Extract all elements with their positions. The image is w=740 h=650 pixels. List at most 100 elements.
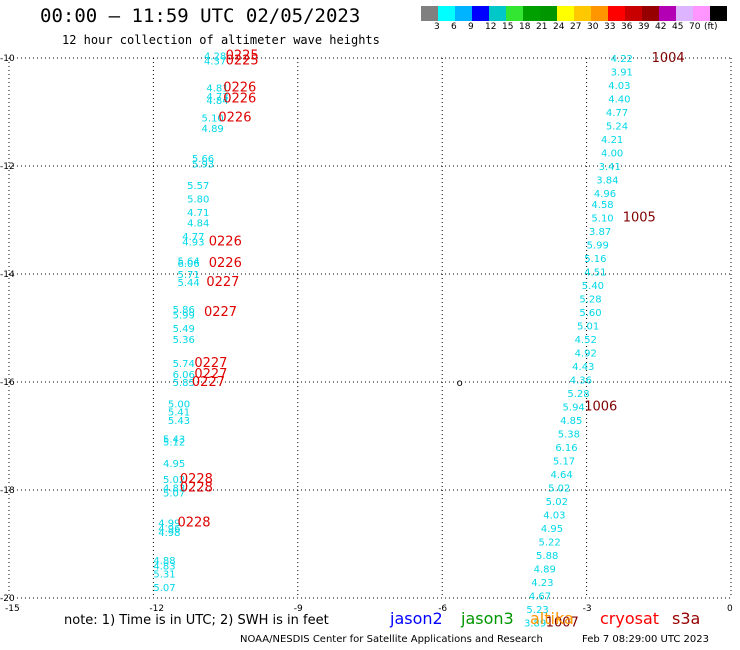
swh-value: 5.07	[153, 583, 175, 594]
satellite-jason3: jason3	[461, 609, 514, 628]
swh-value: 5.02	[163, 475, 185, 486]
swh-value: 4.03	[543, 510, 565, 521]
swh-value: 6.06	[177, 259, 199, 270]
legend-note: note: 1) Time is in UTC; 2) SWH is in fe…	[64, 613, 329, 628]
swh-value: 4.95	[163, 459, 185, 470]
footer-timestamp: Feb 7 08:29:00 UTC 2023	[582, 634, 709, 645]
swh-value: 5.24	[606, 122, 628, 133]
swh-value: 5.02	[546, 497, 568, 508]
swh-value: 5.49	[173, 324, 195, 335]
scale-swatch	[506, 6, 523, 21]
swh-value: 5.88	[536, 551, 558, 562]
swh-value: 5.80	[187, 194, 209, 205]
swh-value: 4.52	[575, 335, 597, 346]
swh-value: 5.00	[168, 400, 190, 411]
scale-swatch	[557, 6, 574, 21]
swh-value: 4.40	[608, 95, 630, 106]
lon-tick-label: -15	[5, 604, 20, 614]
scale-swatch	[608, 6, 625, 21]
swh-value: 4.71	[187, 208, 209, 219]
lat-tick-label: -20	[0, 594, 15, 604]
swh-value: 3.87	[589, 227, 611, 238]
swh-value: 5.16	[584, 254, 606, 265]
scale-label: 39	[638, 22, 650, 32]
time-label: 0227	[194, 356, 227, 371]
time-label: 0226	[209, 235, 242, 250]
swh-value: 5.44	[177, 278, 199, 289]
scale-swatch	[574, 6, 591, 21]
scale-swatch	[676, 6, 693, 21]
scale-swatch	[472, 6, 489, 21]
swh-value: 4.88	[153, 556, 175, 567]
lon-tick-label: -6	[438, 604, 447, 614]
swh-value: 5.07	[163, 489, 185, 500]
time-label: 0226	[223, 92, 256, 107]
scale-swatch	[489, 6, 506, 21]
swh-value: 4.77	[182, 232, 204, 243]
swh-value: 4.85	[560, 416, 582, 427]
scale-label: 6	[451, 22, 457, 32]
swh-value: 5.64	[177, 257, 199, 268]
swh-value: 4.98	[158, 528, 180, 539]
swh-value: 5.12	[163, 437, 185, 448]
swh-value: 4.51	[584, 267, 606, 278]
lat-tick-label: -12	[0, 162, 15, 172]
time-label: 1005	[623, 210, 656, 225]
swh-value: 5.66	[192, 154, 214, 165]
swh-value: 4.36	[570, 375, 592, 386]
swh-value: 4.03	[608, 81, 630, 92]
swh-value: 5.99	[587, 240, 609, 251]
scale-label: 21	[536, 22, 548, 32]
swh-value: 4.96	[594, 189, 616, 200]
swh-value: 4.67	[529, 591, 551, 602]
time-label: 0226	[209, 256, 242, 271]
swh-value: 5.22	[538, 537, 560, 548]
swh-value: 4.96	[158, 524, 180, 535]
track-west-time-labels: 0225022502260226022602260226022702270227…	[177, 48, 258, 530]
swh-value: 5.60	[579, 308, 601, 319]
swh-value: 5.86	[173, 305, 195, 316]
time-label: 0228	[177, 515, 210, 530]
time-label: 0227	[194, 367, 227, 382]
lat-tick-label: -18	[0, 486, 15, 496]
time-label: 0227	[206, 275, 239, 290]
swh-value: 6.06	[173, 370, 195, 381]
swh-value: 3.41	[599, 162, 621, 173]
swh-value: 4.37	[204, 57, 226, 68]
swh-value: 5.31	[153, 570, 175, 581]
time-label: 0228	[180, 472, 213, 487]
scale-label: 33	[604, 22, 616, 32]
scale-swatch	[523, 6, 540, 21]
swh-value: 5.43	[163, 435, 185, 446]
swh-value: 5.28	[579, 294, 601, 305]
lon-tick-label: -12	[149, 604, 164, 614]
swh-value: 5.10	[591, 213, 613, 224]
swh-value: 4.81	[206, 84, 228, 95]
swh-value: 5.93	[192, 159, 214, 170]
swh-value: 5.43	[168, 416, 190, 427]
swh-value: 4.84	[187, 219, 209, 230]
swh-value: 4.84	[206, 96, 228, 107]
page-title: 00:00 – 11:59 UTC 02/05/2023	[40, 5, 361, 27]
lon-tick-label: -3	[583, 604, 592, 614]
swh-value: 4.89	[202, 124, 224, 135]
swh-value: 4.64	[551, 470, 573, 481]
scale-swatch	[591, 6, 608, 21]
map-gridlines	[8, 57, 732, 599]
wave-height-color-scale	[421, 6, 727, 21]
swh-value: 4.89	[534, 564, 556, 575]
time-label: 0227	[204, 305, 237, 320]
swh-value: 5.02	[548, 483, 570, 494]
satellite-s3a: s3a	[672, 609, 701, 628]
scale-label: 18	[519, 22, 531, 32]
swh-value: 4.92	[575, 348, 597, 359]
swh-value: 5.40	[582, 281, 604, 292]
swh-value: 4.22	[611, 54, 633, 65]
map-axis-labels: -15 -12 -9 -6 -3 0 -10 -12 -14 -16 -18 -20	[0, 54, 733, 614]
land-marker-label: o	[457, 378, 463, 389]
swh-value: 5.01	[577, 321, 599, 332]
scale-label: 30	[587, 22, 599, 32]
time-label: 0226	[223, 81, 256, 96]
swh-value: 4.83	[153, 562, 175, 573]
